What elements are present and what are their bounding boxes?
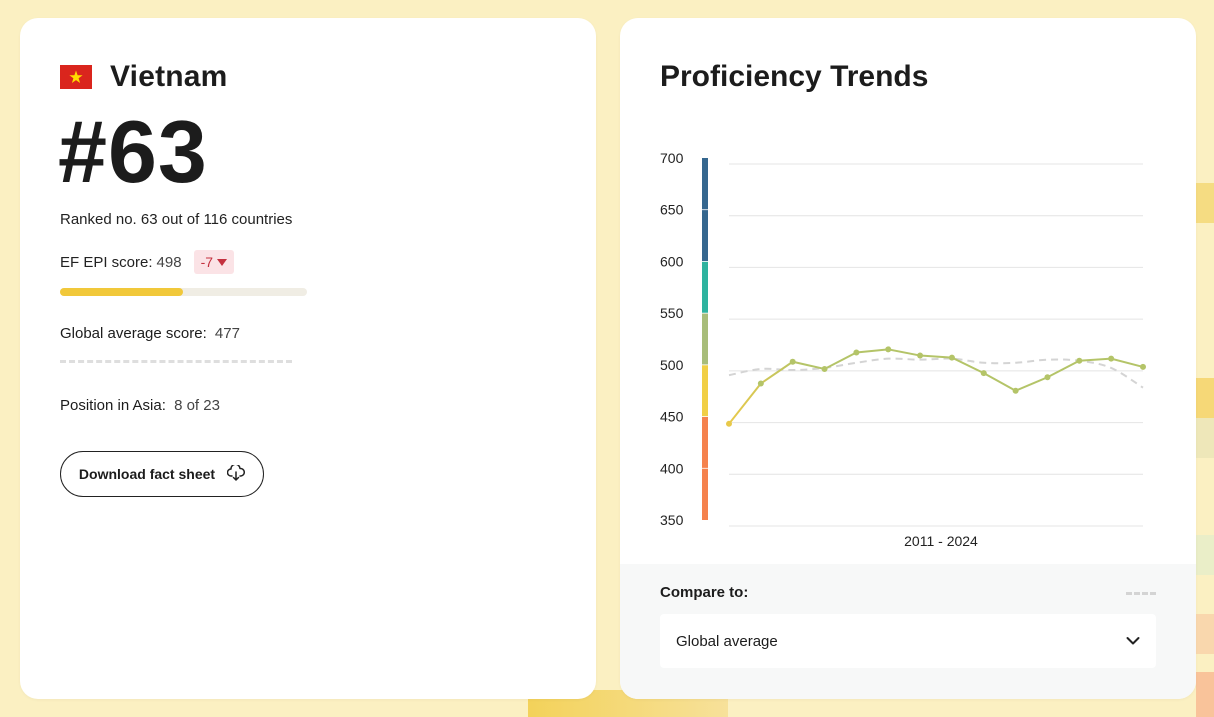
- background-patch: [1196, 418, 1214, 458]
- data-point: [1140, 363, 1146, 370]
- y-tick-label: 350: [660, 512, 684, 528]
- asia-position-value: 8 of 23: [174, 397, 220, 414]
- background-patch: [1196, 378, 1214, 418]
- data-point: [757, 380, 764, 387]
- triangle-down-icon: [217, 258, 228, 266]
- country-summary-card: Vietnam #63 Ranked no. 63 out of 116 cou…: [20, 18, 596, 699]
- data-point: [726, 420, 732, 427]
- compare-selected-value: Global average: [676, 632, 778, 650]
- y-tick-label: 500: [660, 357, 684, 373]
- proficiency-band: [702, 261, 708, 314]
- score-bar-fill: [60, 288, 183, 296]
- score-row: EF EPI score: 498 -7: [60, 250, 235, 274]
- proficiency-band: [702, 364, 708, 417]
- ranked-description: Ranked no. 63 out of 116 countries: [60, 211, 293, 228]
- background-patch: [1196, 535, 1214, 575]
- download-button-label: Download fact sheet: [78, 466, 216, 482]
- score-change-value: -7: [200, 254, 214, 270]
- data-point: [853, 349, 860, 356]
- background-patch: [1196, 672, 1214, 717]
- score-bar: [60, 288, 307, 296]
- trends-title: Proficiency Trends: [660, 60, 929, 93]
- global-average-value: 477: [214, 325, 240, 342]
- cloud-download-icon: [226, 463, 246, 484]
- proficiency-band: [702, 313, 708, 365]
- y-tick-label: 650: [660, 202, 684, 218]
- asia-position-label: Position in Asia:: [60, 397, 166, 414]
- y-tick-label: 600: [660, 253, 684, 269]
- y-tick-label: 550: [660, 305, 684, 321]
- y-tick-label: 700: [660, 150, 684, 166]
- data-point: [1044, 374, 1051, 381]
- asia-position-row: Position in Asia: 8 of 23: [60, 397, 220, 414]
- compare-panel: Compare to: Global average: [620, 564, 1196, 699]
- rank-number: #63: [58, 102, 208, 201]
- proficiency-trends-card: Proficiency Trends 350 400 450 500 550 600 650…: [620, 18, 1196, 699]
- score-label: EF EPI score:: [60, 253, 153, 271]
- y-tick-label: 400: [660, 460, 684, 476]
- trend-chart: 350 400 450 500 550 600 650 700 2011 - 2024: [660, 150, 1146, 549]
- compare-dropdown[interactable]: Global average: [660, 614, 1156, 668]
- data-point: [821, 365, 828, 372]
- data-point: [789, 358, 796, 365]
- compare-label: Compare to:: [660, 584, 749, 601]
- global-average-dash: [60, 360, 292, 363]
- score-change-badge: -7: [193, 250, 235, 274]
- x-axis-label: 2011 - 2024: [904, 533, 978, 549]
- vietnam-flag-icon: [60, 65, 92, 89]
- background-patch: [1196, 183, 1214, 223]
- data-point: [1076, 357, 1083, 364]
- data-point: [948, 354, 955, 361]
- data-point: [1108, 355, 1115, 362]
- compare-legend-dash: [1126, 592, 1156, 595]
- country-name: Vietnam: [110, 60, 228, 93]
- score-value: 498: [156, 253, 182, 271]
- data-point: [885, 346, 892, 353]
- country-header: Vietnam: [60, 60, 228, 94]
- background-patch: [1196, 614, 1214, 654]
- global-average-row: Global average score: 477: [60, 325, 240, 342]
- data-point: [917, 352, 924, 359]
- global-average-label: Global average score:: [60, 325, 207, 342]
- chevron-down-icon: [1126, 633, 1140, 650]
- download-fact-sheet-button[interactable]: Download fact sheet: [60, 451, 264, 497]
- data-point: [1012, 387, 1019, 394]
- vietnam-score-line: [728, 348, 1144, 425]
- y-tick-label: 450: [660, 409, 684, 425]
- data-point: [980, 370, 987, 377]
